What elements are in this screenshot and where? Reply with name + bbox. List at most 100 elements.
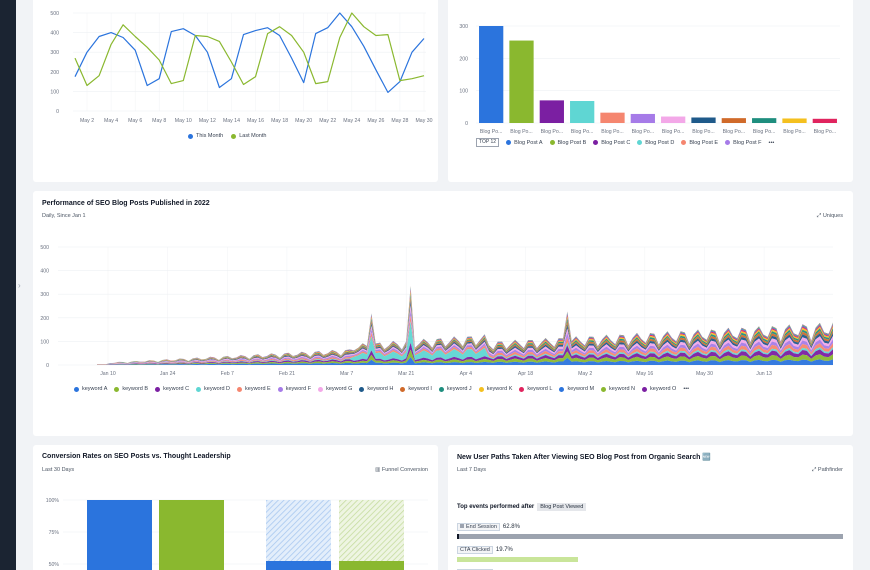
sidebar-collapse-arrow-icon[interactable]: › <box>18 281 21 290</box>
top-12-badge[interactable]: TOP 12 <box>476 138 500 147</box>
legend-swatch <box>681 140 687 145</box>
y-tick-label: 400 <box>50 31 59 37</box>
event-label-text: End Session <box>466 524 497 530</box>
area-series <box>97 315 833 365</box>
bar <box>570 101 595 123</box>
legend-label: keyword N <box>609 386 636 392</box>
card-subtitle: Last 7 Days <box>457 467 487 473</box>
area-series <box>97 321 833 365</box>
area-chart-legend: keyword A keyword B keyword C keyword D keyw… <box>74 386 689 392</box>
legend-item-keyword-g[interactable]: keyword G <box>318 386 352 392</box>
x-tick-label: Blog Po... <box>480 129 503 135</box>
x-tick-label: May 18 <box>271 118 288 124</box>
legend-item-keyword-o[interactable]: keyword O <box>642 386 676 392</box>
legend-swatch <box>506 140 512 145</box>
y-tick-label: 200 <box>50 70 59 76</box>
legend-label: keyword L <box>527 386 553 392</box>
bar <box>812 118 837 123</box>
x-tick-label: Mar 7 <box>340 371 353 377</box>
event-bar-cta-clicked[interactable] <box>457 557 578 562</box>
legend-label: keyword H <box>367 386 394 392</box>
y-tick-label: 500 <box>50 11 59 17</box>
legend-item-blog-post-b[interactable]: Blog Post B <box>549 139 587 146</box>
legend-swatch <box>114 386 120 392</box>
conversion-bar-solid <box>339 561 404 570</box>
conversion-bar <box>159 500 224 570</box>
y-tick-label: 300 <box>459 24 468 30</box>
funnel-conversion-toggle[interactable]: ▥ Funnel Conversion <box>375 467 428 473</box>
event-row-cta-clicked[interactable]: CTA Clicked 19.7% <box>457 546 513 554</box>
x-tick-label: May 26 <box>367 118 384 124</box>
square-icon <box>460 524 464 528</box>
event-percent: 62.8% <box>502 524 520 530</box>
y-tick-label: 100 <box>40 339 49 345</box>
legend-label: keyword B <box>122 386 149 392</box>
legend-more-button[interactable]: ••• <box>683 386 690 392</box>
legend-item-keyword-l[interactable]: keyword L <box>519 386 552 392</box>
x-tick-label: Jun 13 <box>756 371 772 377</box>
legend-label: Blog Post E <box>689 139 719 146</box>
legend-item-blog-post-c[interactable]: Blog Post C <box>593 140 630 146</box>
legend-item-blog-post-f[interactable]: Blog Post F <box>725 139 762 146</box>
y-tick-label: 0 <box>46 363 49 369</box>
series-line-last-month <box>74 12 425 87</box>
x-tick-label: May 20 <box>295 118 312 124</box>
legend-item-blog-post-a[interactable]: Blog Post A <box>506 139 543 146</box>
conversion-card: Conversion Rates on SEO Posts vs. Though… <box>33 445 438 570</box>
legend-item-keyword-a[interactable]: keyword A <box>74 386 107 392</box>
x-tick-label: May 4 <box>104 118 118 124</box>
legend-swatch <box>318 386 324 392</box>
legend-item-keyword-h[interactable]: keyword H <box>359 386 393 392</box>
legend-swatch <box>155 386 161 392</box>
legend-more-button[interactable]: ••• <box>768 139 775 146</box>
legend-swatch <box>559 386 565 392</box>
legend-item-keyword-i[interactable]: keyword I <box>400 386 432 392</box>
y-tick-label: 400 <box>40 269 49 275</box>
legend-label: keyword F <box>285 386 312 392</box>
line-chart-legend: This Month Last Month <box>188 133 266 139</box>
legend-label: Blog Post F <box>733 139 762 146</box>
legend-item-keyword-n[interactable]: keyword N <box>601 386 635 392</box>
legend-item-blog-post-d[interactable]: Blog Post D <box>637 140 674 146</box>
legend-item-keyword-d[interactable]: keyword D <box>196 386 230 392</box>
legend-item-blog-post-e[interactable]: Blog Post E <box>681 140 718 146</box>
event-bar-end-session[interactable] <box>457 534 843 539</box>
x-tick-label: Feb 21 <box>279 371 295 377</box>
pathfinder-toggle[interactable]: ⤢ Pathfinder <box>812 467 843 474</box>
uniques-toggle[interactable]: ⤢ Uniques <box>817 213 843 220</box>
legend-item-this-month[interactable]: This Month <box>188 133 223 139</box>
bar <box>752 118 777 123</box>
x-tick-label: Blog Po... <box>753 129 776 135</box>
x-tick-label: May 30 <box>415 118 432 124</box>
legend-item-keyword-b[interactable]: keyword B <box>114 386 148 392</box>
legend-swatch <box>237 386 243 392</box>
legend-item-keyword-j[interactable]: keyword J <box>438 386 472 392</box>
y-tick-label: 100% <box>46 498 60 504</box>
legend-swatch <box>601 386 607 392</box>
legend-label: Blog Post A <box>514 139 543 146</box>
legend-label: Blog Post B <box>557 139 587 146</box>
y-tick-label: 300 <box>50 50 59 56</box>
legend-item-keyword-f[interactable]: keyword F <box>277 386 312 392</box>
legend-item-keyword-k[interactable]: keyword K <box>478 386 512 392</box>
card-title: New User Paths Taken After Viewing SEO B… <box>457 453 711 461</box>
legend-item-keyword-m[interactable]: keyword M <box>559 386 594 392</box>
event-row-end-session[interactable]: End Session 62.8% <box>457 523 520 531</box>
funnel-label: Funnel Conversion <box>381 467 428 473</box>
x-tick-label: Feb 7 <box>221 371 234 377</box>
x-tick-label: May 2 <box>578 371 592 377</box>
x-tick-label: May 16 <box>636 371 653 377</box>
card-title: Performance of SEO Blog Posts Published … <box>42 200 210 207</box>
legend-label: keyword D <box>204 386 231 392</box>
legend-item-last-month[interactable]: Last Month <box>231 133 266 139</box>
x-tick-label: May 6 <box>128 118 142 124</box>
legend-item-keyword-c[interactable]: keyword C <box>155 386 189 392</box>
area-series <box>97 349 833 365</box>
y-tick-label: 0 <box>465 121 468 127</box>
event-tag-blog-post-viewed[interactable]: Blog Post Viewed <box>537 503 587 511</box>
top-events-heading-text: Top events performed after <box>457 504 535 510</box>
legend-swatch <box>549 140 555 145</box>
legend-label: Last Month <box>239 133 267 139</box>
legend-label: keyword J <box>446 386 472 392</box>
legend-item-keyword-e[interactable]: keyword E <box>237 386 271 392</box>
